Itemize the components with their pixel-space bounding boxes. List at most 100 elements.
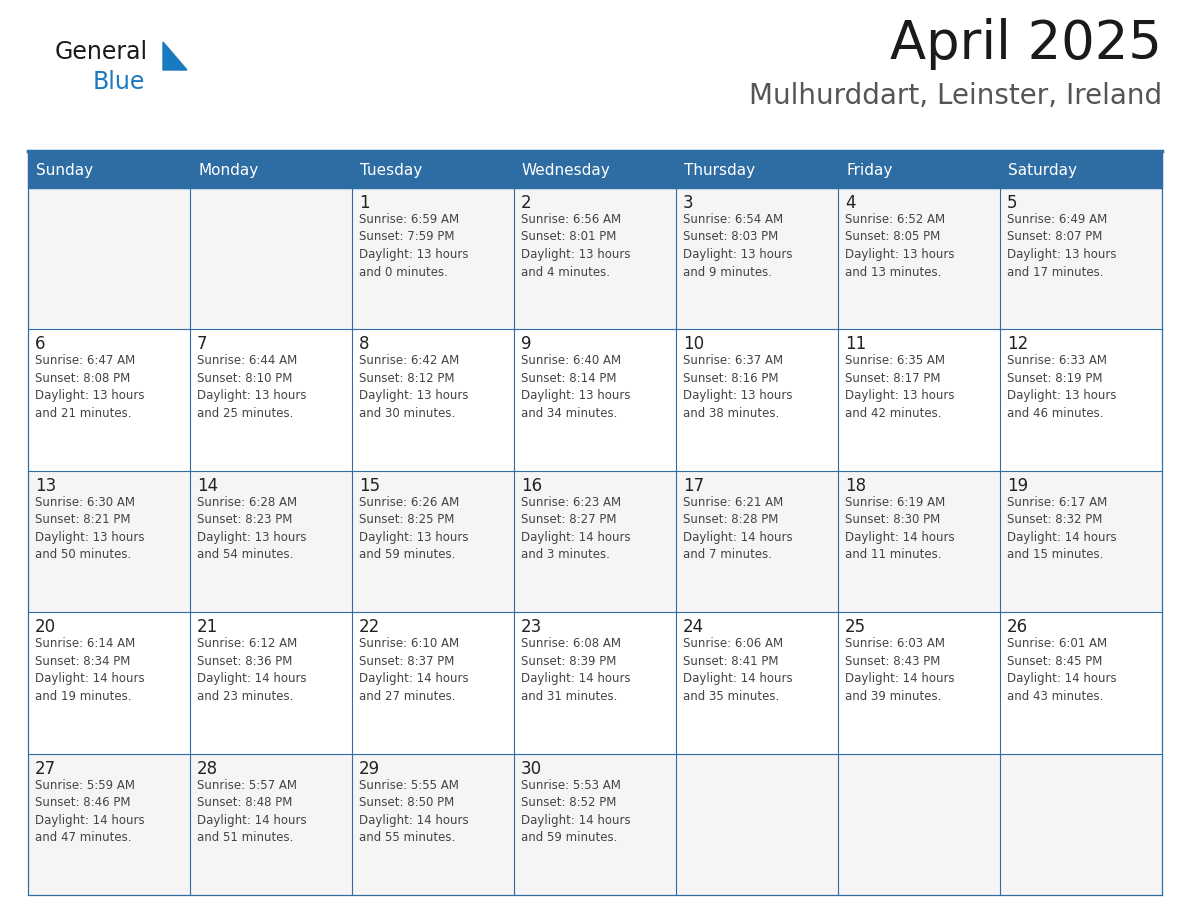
Bar — [514, 188, 676, 330]
Text: Thursday: Thursday — [684, 163, 756, 178]
Bar — [29, 153, 1162, 188]
Bar — [352, 471, 514, 612]
Text: Sunrise: 6:59 AM
Sunset: 7:59 PM
Daylight: 13 hours
and 0 minutes.: Sunrise: 6:59 AM Sunset: 7:59 PM Dayligh… — [359, 213, 468, 278]
Text: Sunrise: 6:17 AM
Sunset: 8:32 PM
Daylight: 14 hours
and 15 minutes.: Sunrise: 6:17 AM Sunset: 8:32 PM Dayligh… — [1007, 496, 1117, 561]
Bar — [352, 330, 514, 471]
Bar — [676, 471, 838, 612]
Text: Sunrise: 6:33 AM
Sunset: 8:19 PM
Daylight: 13 hours
and 46 minutes.: Sunrise: 6:33 AM Sunset: 8:19 PM Dayligh… — [1007, 354, 1117, 420]
Text: Tuesday: Tuesday — [360, 163, 422, 178]
Text: 27: 27 — [34, 759, 56, 778]
Text: 3: 3 — [683, 194, 694, 212]
Text: 18: 18 — [845, 476, 866, 495]
Bar — [352, 188, 514, 330]
Text: Wednesday: Wednesday — [522, 163, 611, 178]
Text: 1: 1 — [359, 194, 369, 212]
Text: 12: 12 — [1007, 335, 1029, 353]
Text: 22: 22 — [359, 618, 380, 636]
Text: 29: 29 — [359, 759, 380, 778]
Text: Sunrise: 5:59 AM
Sunset: 8:46 PM
Daylight: 14 hours
and 47 minutes.: Sunrise: 5:59 AM Sunset: 8:46 PM Dayligh… — [34, 778, 145, 844]
Bar — [190, 188, 352, 330]
Text: Sunrise: 6:40 AM
Sunset: 8:14 PM
Daylight: 13 hours
and 34 minutes.: Sunrise: 6:40 AM Sunset: 8:14 PM Dayligh… — [522, 354, 631, 420]
Text: 19: 19 — [1007, 476, 1028, 495]
Text: Sunrise: 6:52 AM
Sunset: 8:05 PM
Daylight: 13 hours
and 13 minutes.: Sunrise: 6:52 AM Sunset: 8:05 PM Dayligh… — [845, 213, 954, 278]
Text: Sunrise: 6:47 AM
Sunset: 8:08 PM
Daylight: 13 hours
and 21 minutes.: Sunrise: 6:47 AM Sunset: 8:08 PM Dayligh… — [34, 354, 145, 420]
Bar — [29, 754, 190, 895]
Text: 9: 9 — [522, 335, 531, 353]
Bar — [1000, 612, 1162, 754]
Text: 11: 11 — [845, 335, 866, 353]
Bar — [29, 188, 190, 330]
Text: 8: 8 — [359, 335, 369, 353]
Text: Sunrise: 6:42 AM
Sunset: 8:12 PM
Daylight: 13 hours
and 30 minutes.: Sunrise: 6:42 AM Sunset: 8:12 PM Dayligh… — [359, 354, 468, 420]
Bar — [514, 471, 676, 612]
Bar — [514, 330, 676, 471]
Text: General: General — [55, 40, 148, 64]
Bar — [190, 330, 352, 471]
Text: Sunrise: 5:53 AM
Sunset: 8:52 PM
Daylight: 14 hours
and 59 minutes.: Sunrise: 5:53 AM Sunset: 8:52 PM Dayligh… — [522, 778, 631, 844]
Bar — [190, 612, 352, 754]
Bar — [352, 612, 514, 754]
Text: 20: 20 — [34, 618, 56, 636]
Bar — [29, 471, 190, 612]
Text: 10: 10 — [683, 335, 704, 353]
Text: 25: 25 — [845, 618, 866, 636]
Text: Sunrise: 6:08 AM
Sunset: 8:39 PM
Daylight: 14 hours
and 31 minutes.: Sunrise: 6:08 AM Sunset: 8:39 PM Dayligh… — [522, 637, 631, 702]
Bar — [676, 612, 838, 754]
Text: Sunday: Sunday — [36, 163, 93, 178]
Text: 24: 24 — [683, 618, 704, 636]
Text: 16: 16 — [522, 476, 542, 495]
Text: 26: 26 — [1007, 618, 1028, 636]
Text: 21: 21 — [197, 618, 219, 636]
Text: Sunrise: 6:03 AM
Sunset: 8:43 PM
Daylight: 14 hours
and 39 minutes.: Sunrise: 6:03 AM Sunset: 8:43 PM Dayligh… — [845, 637, 955, 702]
Text: 4: 4 — [845, 194, 855, 212]
Text: Sunrise: 6:14 AM
Sunset: 8:34 PM
Daylight: 14 hours
and 19 minutes.: Sunrise: 6:14 AM Sunset: 8:34 PM Dayligh… — [34, 637, 145, 702]
Text: 7: 7 — [197, 335, 208, 353]
Bar — [190, 754, 352, 895]
Bar — [29, 330, 190, 471]
Bar — [676, 188, 838, 330]
Text: Sunrise: 6:30 AM
Sunset: 8:21 PM
Daylight: 13 hours
and 50 minutes.: Sunrise: 6:30 AM Sunset: 8:21 PM Dayligh… — [34, 496, 145, 561]
Text: Sunrise: 6:56 AM
Sunset: 8:01 PM
Daylight: 13 hours
and 4 minutes.: Sunrise: 6:56 AM Sunset: 8:01 PM Dayligh… — [522, 213, 631, 278]
Text: Sunrise: 5:55 AM
Sunset: 8:50 PM
Daylight: 14 hours
and 55 minutes.: Sunrise: 5:55 AM Sunset: 8:50 PM Dayligh… — [359, 778, 468, 844]
Bar — [838, 330, 1000, 471]
Text: 13: 13 — [34, 476, 56, 495]
Bar — [1000, 471, 1162, 612]
Text: 23: 23 — [522, 618, 542, 636]
Bar — [1000, 188, 1162, 330]
Text: Sunrise: 6:26 AM
Sunset: 8:25 PM
Daylight: 13 hours
and 59 minutes.: Sunrise: 6:26 AM Sunset: 8:25 PM Dayligh… — [359, 496, 468, 561]
Bar — [838, 754, 1000, 895]
Text: April 2025: April 2025 — [890, 18, 1162, 70]
Text: 6: 6 — [34, 335, 45, 353]
Text: 15: 15 — [359, 476, 380, 495]
Text: Sunrise: 6:01 AM
Sunset: 8:45 PM
Daylight: 14 hours
and 43 minutes.: Sunrise: 6:01 AM Sunset: 8:45 PM Dayligh… — [1007, 637, 1117, 702]
Bar — [838, 188, 1000, 330]
Bar — [676, 330, 838, 471]
Bar — [352, 754, 514, 895]
Text: Monday: Monday — [198, 163, 258, 178]
Text: Mulhurddart, Leinster, Ireland: Mulhurddart, Leinster, Ireland — [748, 82, 1162, 110]
Text: Sunrise: 6:49 AM
Sunset: 8:07 PM
Daylight: 13 hours
and 17 minutes.: Sunrise: 6:49 AM Sunset: 8:07 PM Dayligh… — [1007, 213, 1117, 278]
Bar — [190, 471, 352, 612]
Bar — [676, 754, 838, 895]
Polygon shape — [163, 42, 187, 70]
Text: Friday: Friday — [846, 163, 892, 178]
Text: 2: 2 — [522, 194, 531, 212]
Text: Sunrise: 6:19 AM
Sunset: 8:30 PM
Daylight: 14 hours
and 11 minutes.: Sunrise: 6:19 AM Sunset: 8:30 PM Dayligh… — [845, 496, 955, 561]
Bar — [514, 754, 676, 895]
Text: 28: 28 — [197, 759, 219, 778]
Bar — [1000, 754, 1162, 895]
Text: Sunrise: 6:54 AM
Sunset: 8:03 PM
Daylight: 13 hours
and 9 minutes.: Sunrise: 6:54 AM Sunset: 8:03 PM Dayligh… — [683, 213, 792, 278]
Text: Sunrise: 6:10 AM
Sunset: 8:37 PM
Daylight: 14 hours
and 27 minutes.: Sunrise: 6:10 AM Sunset: 8:37 PM Dayligh… — [359, 637, 468, 702]
Text: Sunrise: 6:35 AM
Sunset: 8:17 PM
Daylight: 13 hours
and 42 minutes.: Sunrise: 6:35 AM Sunset: 8:17 PM Dayligh… — [845, 354, 954, 420]
Text: 14: 14 — [197, 476, 219, 495]
Text: Saturday: Saturday — [1007, 163, 1078, 178]
Text: Sunrise: 5:57 AM
Sunset: 8:48 PM
Daylight: 14 hours
and 51 minutes.: Sunrise: 5:57 AM Sunset: 8:48 PM Dayligh… — [197, 778, 307, 844]
Text: Sunrise: 6:37 AM
Sunset: 8:16 PM
Daylight: 13 hours
and 38 minutes.: Sunrise: 6:37 AM Sunset: 8:16 PM Dayligh… — [683, 354, 792, 420]
Bar — [29, 612, 190, 754]
Text: Sunrise: 6:28 AM
Sunset: 8:23 PM
Daylight: 13 hours
and 54 minutes.: Sunrise: 6:28 AM Sunset: 8:23 PM Dayligh… — [197, 496, 307, 561]
Bar — [514, 612, 676, 754]
Text: Sunrise: 6:12 AM
Sunset: 8:36 PM
Daylight: 14 hours
and 23 minutes.: Sunrise: 6:12 AM Sunset: 8:36 PM Dayligh… — [197, 637, 307, 702]
Bar — [838, 612, 1000, 754]
Text: Sunrise: 6:23 AM
Sunset: 8:27 PM
Daylight: 14 hours
and 3 minutes.: Sunrise: 6:23 AM Sunset: 8:27 PM Dayligh… — [522, 496, 631, 561]
Bar — [1000, 330, 1162, 471]
